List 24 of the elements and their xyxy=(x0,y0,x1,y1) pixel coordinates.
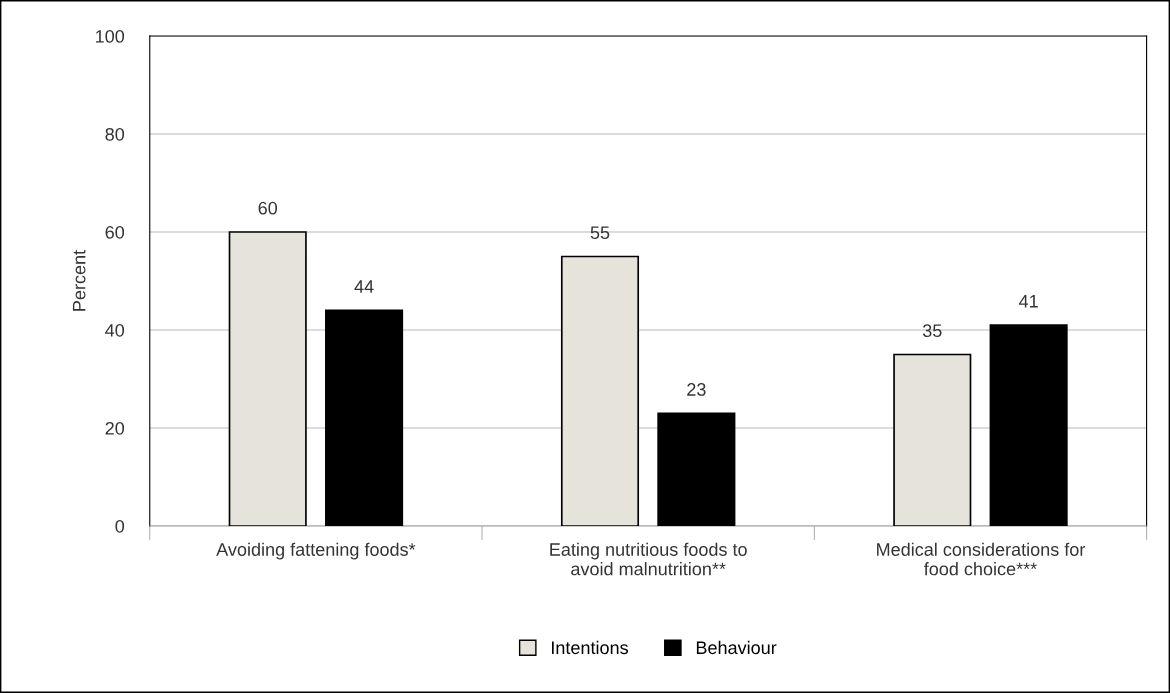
bar xyxy=(657,412,736,526)
y-tick-label: 0 xyxy=(115,519,125,533)
data-label: 60 xyxy=(258,201,278,215)
bar xyxy=(560,255,640,526)
x-tick-label: Avoiding fattening foods* xyxy=(216,542,416,560)
bar xyxy=(228,231,307,526)
legend-label: Intentions xyxy=(552,640,628,655)
bar xyxy=(893,353,972,526)
bar xyxy=(325,309,404,526)
y-tick-label: 60 xyxy=(105,225,125,239)
y-tick-label: 40 xyxy=(105,323,125,337)
x-tick-label: Eating nutritious foods to avoid malnutrition** xyxy=(550,542,747,576)
x-tick-label: Medical considerations for food choice*** xyxy=(877,542,1086,576)
data-label: 35 xyxy=(922,324,942,338)
bar xyxy=(989,324,1068,526)
data-label: 55 xyxy=(590,226,610,240)
legend-label: Behaviour xyxy=(696,640,777,655)
data-label: 41 xyxy=(1019,295,1038,308)
y-tick-label: 80 xyxy=(105,127,125,141)
y-tick-label: 20 xyxy=(105,421,125,435)
data-label: 23 xyxy=(687,383,706,396)
y-tick-label: 100 xyxy=(96,29,125,43)
y-axis-title: Percent xyxy=(72,250,86,311)
data-label: 44 xyxy=(354,280,374,293)
